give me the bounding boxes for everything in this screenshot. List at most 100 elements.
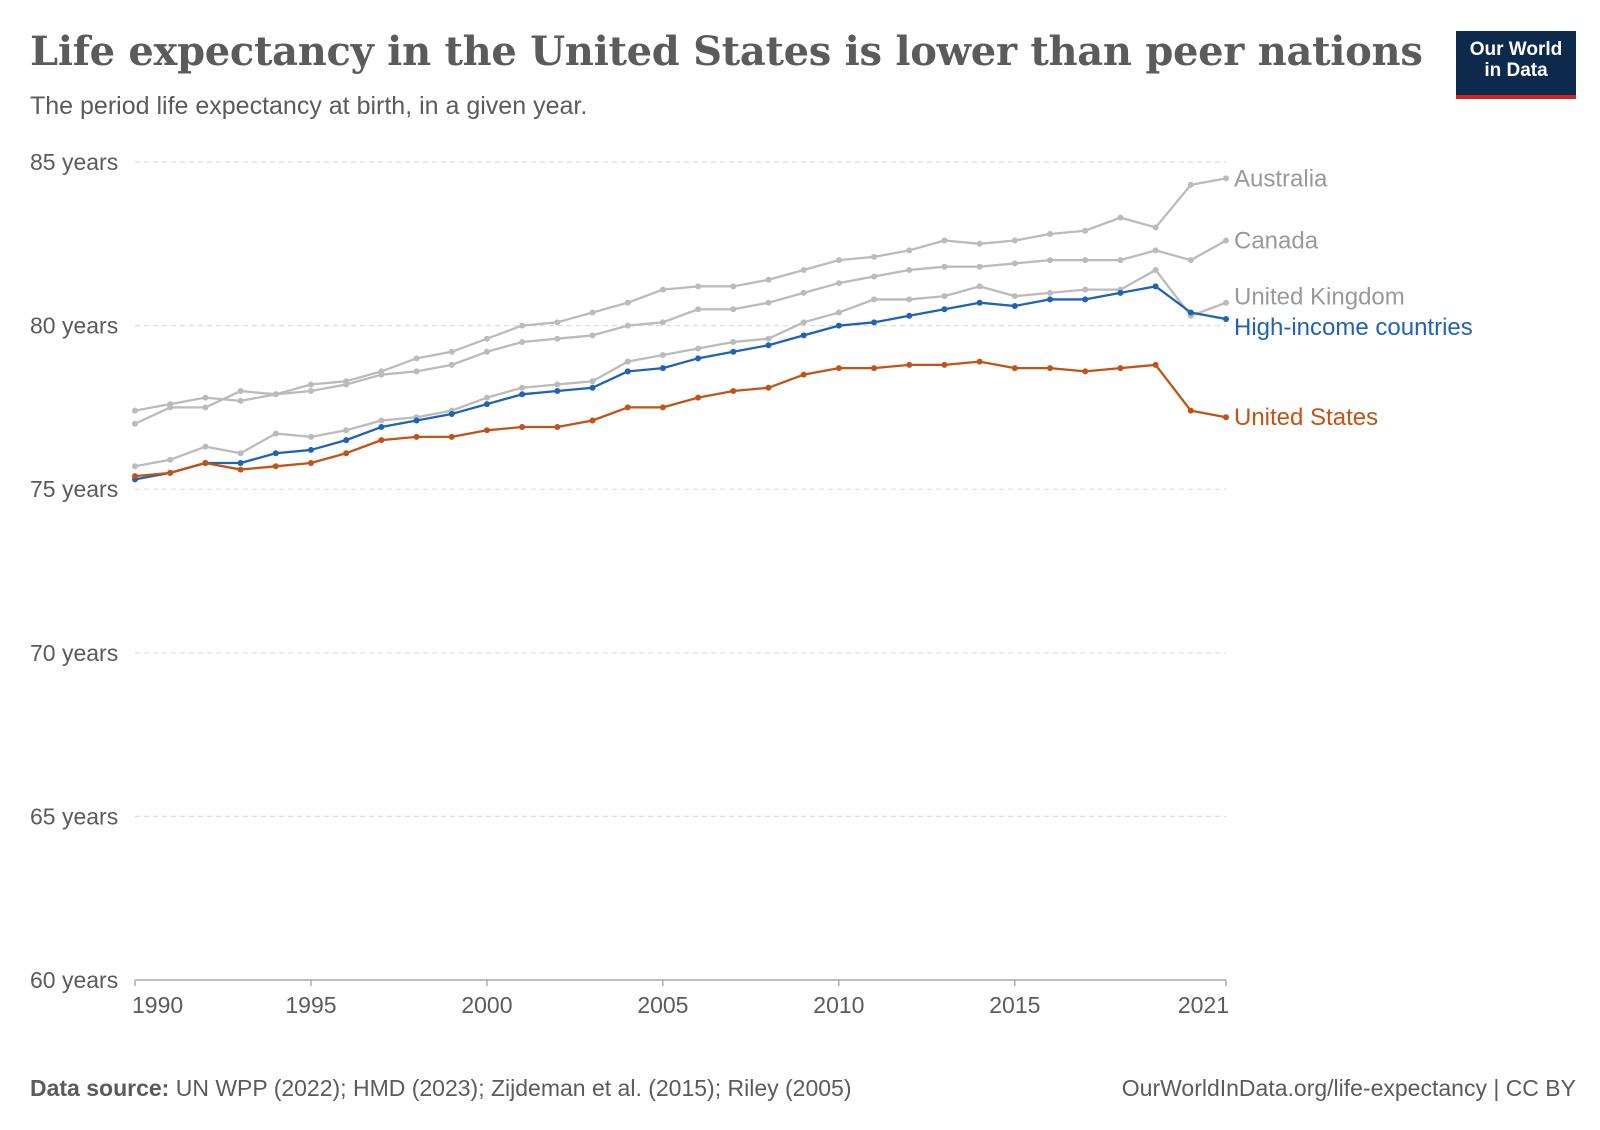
x-tick-label: 2021 bbox=[1178, 992, 1229, 1018]
data-point bbox=[835, 280, 842, 287]
grid-lines bbox=[135, 161, 1226, 818]
data-point bbox=[871, 365, 878, 372]
data-point bbox=[871, 253, 878, 260]
data-source-label: Data source: bbox=[30, 1075, 170, 1101]
data-point bbox=[871, 319, 878, 326]
data-point bbox=[589, 378, 596, 385]
data-point bbox=[941, 237, 948, 244]
data-point bbox=[906, 361, 913, 368]
data-point bbox=[448, 410, 455, 417]
data-point bbox=[378, 437, 385, 444]
data-point bbox=[1152, 361, 1159, 368]
data-point bbox=[272, 430, 279, 437]
data-point bbox=[765, 276, 772, 283]
owid-logo[interactable]: Our World in Data bbox=[1456, 31, 1576, 99]
data-point bbox=[1152, 283, 1159, 290]
data-point bbox=[765, 299, 772, 306]
data-point bbox=[307, 460, 314, 467]
y-tick-label: 60 years bbox=[30, 967, 118, 993]
series-australia[interactable] bbox=[132, 175, 1229, 427]
series-united-kingdom[interactable] bbox=[132, 266, 1229, 470]
logo-line-2: in Data bbox=[1484, 60, 1548, 81]
data-point bbox=[519, 338, 526, 345]
data-point bbox=[343, 450, 350, 457]
data-point bbox=[976, 358, 983, 365]
data-source: Data source: UN WPP (2022); HMD (2023); … bbox=[30, 1075, 852, 1102]
data-point bbox=[132, 407, 138, 414]
data-point bbox=[237, 397, 244, 404]
x-tick-label: 2010 bbox=[813, 992, 864, 1018]
y-tick-label: 80 years bbox=[30, 313, 118, 339]
data-point bbox=[941, 361, 948, 368]
data-point bbox=[695, 355, 702, 362]
data-point bbox=[659, 404, 666, 411]
data-point bbox=[695, 306, 702, 313]
y-tick-label: 70 years bbox=[30, 640, 118, 666]
data-point bbox=[1047, 230, 1054, 237]
data-point bbox=[765, 342, 772, 349]
data-point bbox=[941, 306, 948, 313]
data-point bbox=[202, 443, 209, 450]
data-point bbox=[1047, 365, 1054, 372]
data-point bbox=[1152, 266, 1159, 273]
y-tick-label: 75 years bbox=[30, 476, 118, 502]
data-point bbox=[1152, 247, 1159, 254]
data-point bbox=[589, 384, 596, 391]
data-point bbox=[624, 404, 631, 411]
data-point bbox=[1117, 214, 1124, 221]
data-point bbox=[483, 394, 490, 401]
series-label: United Kingdom bbox=[1234, 284, 1405, 311]
data-point bbox=[1187, 309, 1194, 316]
data-point bbox=[659, 286, 666, 293]
data-point bbox=[730, 283, 737, 290]
line-chart: 60 years 65 years 70 years 75 years 80 years… bbox=[30, 149, 1473, 1018]
data-point bbox=[659, 365, 666, 372]
data-point bbox=[1047, 296, 1054, 303]
x-tick-label: 1990 bbox=[132, 992, 183, 1018]
data-point bbox=[941, 293, 948, 300]
data-point bbox=[624, 368, 631, 375]
data-point bbox=[871, 273, 878, 280]
data-point bbox=[1011, 260, 1018, 267]
x-tick-label: 1995 bbox=[285, 992, 336, 1018]
data-point bbox=[730, 338, 737, 345]
data-point bbox=[695, 283, 702, 290]
data-point bbox=[976, 299, 983, 306]
series-label: Australia bbox=[1234, 165, 1328, 192]
data-point bbox=[307, 381, 314, 388]
url-license[interactable]: OurWorldInData.org/life-expectancy | CC … bbox=[1121, 1075, 1576, 1101]
data-point bbox=[1117, 289, 1124, 296]
data-point bbox=[624, 358, 631, 365]
data-point bbox=[765, 384, 772, 391]
data-point bbox=[307, 446, 314, 453]
data-point bbox=[167, 469, 174, 476]
data-point bbox=[1187, 181, 1194, 188]
data-point bbox=[307, 388, 314, 395]
data-point bbox=[483, 401, 490, 408]
series-line bbox=[134, 268, 1227, 468]
data-point bbox=[906, 266, 913, 273]
data-point bbox=[307, 433, 314, 440]
data-point bbox=[659, 352, 666, 359]
data-point bbox=[906, 247, 913, 254]
x-tick-label: 2005 bbox=[637, 992, 688, 1018]
data-point bbox=[237, 460, 244, 467]
data-point bbox=[976, 240, 983, 247]
y-tick-label: 85 years bbox=[30, 149, 118, 175]
data-point bbox=[554, 335, 561, 342]
data-point bbox=[343, 381, 350, 388]
series-labels: Australia Canada United Kingdom High-income… bbox=[1234, 165, 1473, 431]
data-point bbox=[659, 319, 666, 326]
data-point bbox=[589, 309, 596, 316]
data-point bbox=[624, 299, 631, 306]
series-high-income-countries[interactable] bbox=[132, 283, 1229, 483]
data-point bbox=[237, 388, 244, 395]
series-canada[interactable] bbox=[132, 237, 1229, 414]
data-point bbox=[519, 384, 526, 391]
data-point bbox=[237, 450, 244, 457]
series-united-states[interactable] bbox=[132, 358, 1229, 480]
data-point bbox=[1223, 175, 1229, 182]
series-line bbox=[134, 360, 1227, 478]
data-point bbox=[519, 391, 526, 398]
data-point bbox=[976, 283, 983, 290]
